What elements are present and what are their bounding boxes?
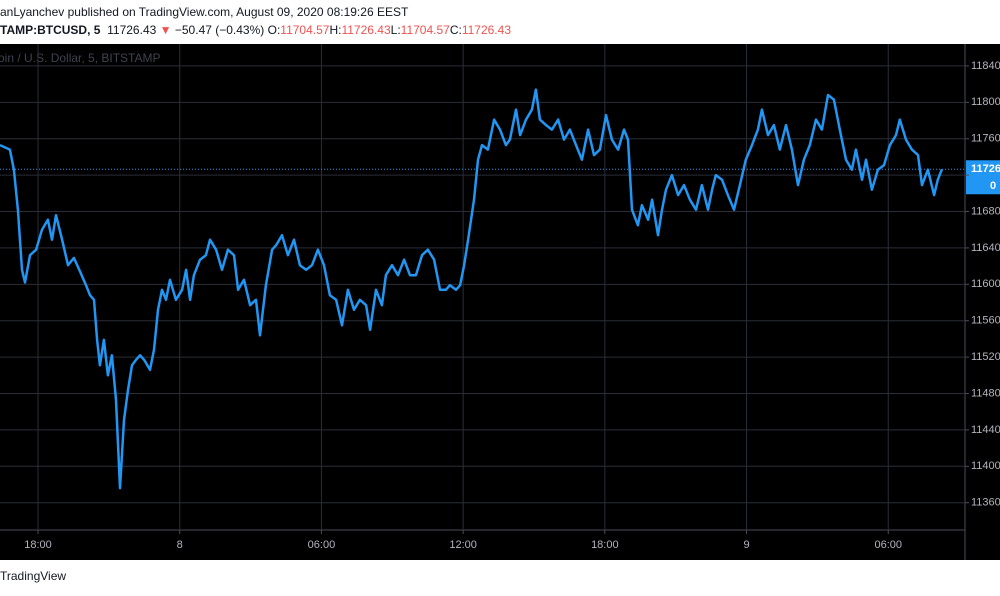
y-tick-label: 11680 — [971, 205, 1000, 217]
symbol: TAMP:BTCUSD, 5 — [0, 23, 101, 37]
ohlc-label: H: — [329, 23, 342, 37]
ohlc-value: 11726.43 — [341, 23, 391, 37]
y-axis: 11360 11400 11440 11480 11520 11560 11600 11640… — [966, 60, 1000, 509]
ohlc-label: L: — [390, 23, 401, 37]
change: −50.47 (−0.43%) — [174, 23, 265, 37]
ohlc-value: 11704.57 — [280, 23, 330, 37]
last-price: 11726.43 — [107, 23, 157, 37]
y-tick-label: 11800 — [971, 96, 1000, 108]
header: anLyanchev published on TradingView.com,… — [0, 0, 1000, 44]
countdown: 0 — [990, 180, 996, 192]
publisher-line: anLyanchev published on TradingView.com,… — [0, 5, 409, 19]
x-tick-label: 06:00 — [308, 539, 336, 551]
x-tick-label: 18:00 — [591, 539, 619, 551]
ohlc-label: O: — [267, 23, 281, 37]
y-tick-label: 11760 — [971, 133, 1000, 145]
y-tick-label: 11640 — [971, 242, 1000, 254]
x-tick-label: 12:00 — [449, 539, 477, 551]
x-tick-label: 06:00 — [874, 539, 902, 551]
background — [0, 44, 1000, 560]
y-tick-label: 11840 — [971, 60, 1000, 72]
direction: ▼ — [159, 23, 172, 37]
watermark: oin / U.S. Dollar, 5, BITSTAMP — [0, 51, 161, 65]
y-tick-label: 11360 — [971, 497, 1000, 509]
symbol-line: TAMP:BTCUSD, 5 11726.43 ▼ −50.47 (−0.43%… — [0, 23, 511, 37]
footer: TradingView — [0, 569, 67, 583]
chart: oin / U.S. Dollar, 5, BITSTAMP 11360 1140… — [0, 44, 1000, 560]
ohlc: O:11704.57H:11726.43L:11704.57C:11726.43 — [268, 23, 511, 37]
y-tick-label: 11400 — [971, 460, 1000, 472]
price-line — [0, 88, 944, 490]
x-tick-label: 18:00 — [24, 539, 52, 551]
ohlc-value: 11726.43 — [461, 23, 511, 37]
x-tick-label: 9 — [743, 539, 749, 551]
y-tick-label: 11520 — [971, 351, 1000, 363]
last-price-label: 11726.43 — [971, 163, 1000, 175]
y-tick-label: 11480 — [971, 387, 1000, 399]
ohlc-value: 11704.57 — [400, 23, 450, 37]
last-price-box — [966, 160, 1000, 195]
x-tick-label: 8 — [177, 539, 183, 551]
ohlc-label: C: — [449, 23, 462, 37]
y-tick-label: 11440 — [971, 424, 1000, 436]
y-tick-label: 11600 — [971, 278, 1000, 290]
y-tick-label: 11560 — [971, 315, 1000, 327]
